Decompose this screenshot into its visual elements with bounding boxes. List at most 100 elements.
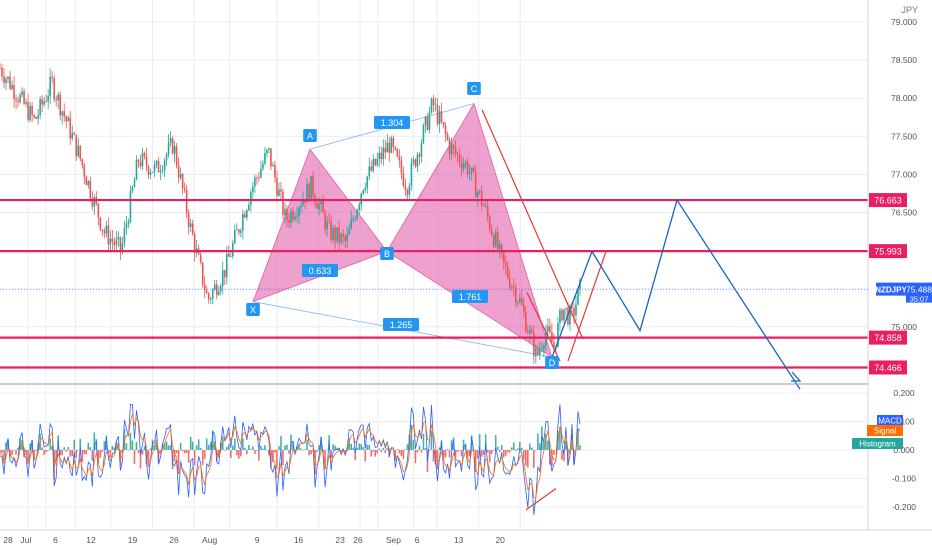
macd-histogram-bar (27, 450, 29, 464)
macd-histogram-bar (486, 450, 489, 453)
macd-histogram-bar (354, 450, 357, 461)
candle-body (400, 160, 403, 174)
candle-body (436, 104, 439, 125)
macd-histogram-bar (123, 428, 126, 450)
price-pane[interactable]: X A B C D 1.304 0.633 1.761 1.265 (0, 62, 868, 390)
candle-body (219, 286, 222, 292)
symbol-tag: NZDJPY (875, 286, 907, 295)
candle-body (306, 184, 308, 203)
candle-body (348, 228, 351, 235)
macd-histogram-bar (298, 444, 300, 450)
candle-body (518, 298, 521, 302)
pattern-triangle-bcd[interactable] (386, 102, 553, 359)
candle-body (312, 175, 314, 196)
macd-histogram-bar (386, 448, 389, 450)
breakout-line[interactable] (567, 251, 607, 362)
wedge-lower-line[interactable] (526, 292, 561, 362)
candle-body (193, 234, 196, 254)
macd-histogram-bar (372, 450, 375, 452)
macd-histogram-bar (348, 438, 351, 450)
pattern-ratio-label-bg (452, 290, 488, 303)
candle-body (41, 99, 43, 105)
candle-body (177, 165, 180, 178)
candle-body (424, 116, 427, 126)
macd-axis[interactable]: 0.200 0.100 0.000 -0.100 -0.200 (892, 388, 916, 512)
macd-histogram-bar (360, 444, 363, 450)
candle-body (89, 180, 92, 199)
macd-histogram-bar (516, 448, 519, 450)
price-axis[interactable]: JPY 76.663 75.993 74.858 74.466 79.000 78.500… (867, 0, 918, 530)
macd-legend-item[interactable]: Histogram (859, 440, 896, 449)
macd-histogram-bar (490, 450, 493, 455)
macd-histogram-bar (382, 447, 385, 450)
candle-body (308, 184, 310, 200)
candle-body (232, 243, 234, 257)
time-tick-label: 20 (495, 535, 505, 545)
pattern-triangle-xab[interactable] (252, 148, 388, 303)
time-tick-label: Jul (20, 535, 31, 545)
macd-pane[interactable] (0, 403, 581, 516)
macd-histogram-bar (193, 450, 196, 466)
macd-histogram-bar (344, 450, 346, 453)
pattern-ratio-label: 0.633 (309, 266, 332, 276)
macd-histogram-bar (292, 441, 294, 450)
macd-divergence-line[interactable] (525, 487, 557, 511)
macd-histogram-bar (284, 445, 286, 450)
macd-histogram-bar (527, 450, 529, 468)
candle-body (346, 234, 348, 241)
projection-drawings[interactable] (481, 109, 802, 390)
horizontal-levels[interactable] (0, 198, 868, 369)
candle-body (5, 78, 7, 83)
macd-histogram-bar (282, 450, 284, 466)
macd-histogram-bar (482, 450, 485, 456)
macd-histogram-bar (460, 450, 463, 456)
current-price-tag-bg (906, 282, 932, 303)
macd-histogram-bar (510, 447, 513, 450)
candle-body (396, 149, 399, 157)
candle-body (223, 270, 226, 278)
candle-body (380, 152, 383, 160)
candle-body (300, 205, 302, 208)
macd-histogram-bar (444, 450, 447, 458)
macd-histogram-bar (350, 443, 353, 450)
macd-histogram-bar (306, 439, 308, 450)
candle-body (59, 94, 62, 116)
candle-body (169, 138, 172, 143)
macd-histogram-bar (274, 450, 276, 453)
candle-body (376, 158, 379, 166)
candle-body (35, 117, 37, 119)
macd-histogram-bar (518, 441, 521, 450)
candle-body (151, 172, 154, 173)
macd-histogram-bar (187, 450, 190, 463)
macd-histogram-bar (400, 450, 403, 457)
candle-body (31, 105, 33, 115)
pattern-point-d-bg (545, 356, 559, 369)
projection-path[interactable] (551, 198, 801, 390)
macd-histogram-bar (244, 447, 246, 450)
projection-arrowhead-icon (791, 371, 802, 382)
macd-legend-item[interactable]: MACD (878, 417, 902, 426)
candle-body (450, 144, 453, 154)
macd-histogram-bar (3, 450, 5, 461)
candle-body (107, 225, 110, 245)
wedge-upper-line[interactable] (481, 109, 584, 340)
macd-histogram-bar (109, 450, 112, 458)
macd-histogram-bar (242, 438, 244, 450)
macd-histogram-bar (468, 450, 471, 456)
candle-body (442, 121, 445, 126)
time-axis[interactable]: 28 Jul 6 12 19 26 Aug 9 16 23 26 Sep 6 13 20 (0, 529, 932, 545)
macd-histogram-bar (559, 428, 561, 450)
candle-body (296, 215, 298, 217)
macd-histogram-bar (250, 449, 252, 450)
macd-histogram-bar (19, 438, 21, 450)
macd-legend-item[interactable]: Signal (874, 427, 896, 436)
candle-body (336, 227, 338, 241)
macd-histogram-bar (79, 438, 82, 450)
candle-body (414, 159, 417, 167)
candle-body (354, 218, 357, 220)
macd-histogram-bar (223, 450, 226, 451)
candle-body (147, 166, 150, 175)
